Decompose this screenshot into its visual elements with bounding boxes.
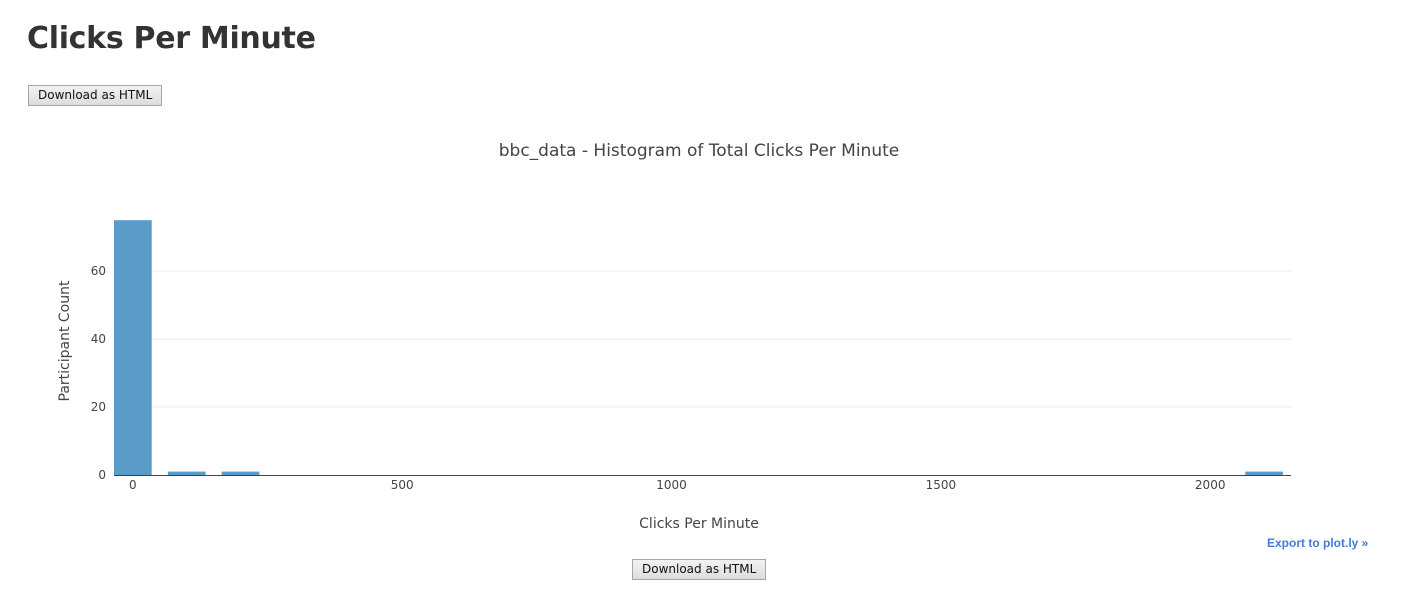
x-tick-label-500: 500 xyxy=(391,478,414,492)
export-to-plotly-link[interactable]: Export to plot.ly » xyxy=(1267,536,1369,550)
x-tick-label-2000: 2000 xyxy=(1195,478,1226,492)
download-html-button-bottom[interactable]: Download as HTML xyxy=(632,559,767,580)
page-title: Clicks Per Minute xyxy=(27,21,316,56)
x-axis-title: Clicks Per Minute xyxy=(639,516,759,532)
chart-title: bbc_data - Histogram of Total Clicks Per… xyxy=(499,141,899,161)
y-tick-labels: 0 20 40 60 xyxy=(91,264,106,482)
grid-lines xyxy=(114,270,1291,408)
y-tick-label-20: 20 xyxy=(91,400,106,414)
y-tick-label-60: 60 xyxy=(91,264,106,278)
y-tick-label-0: 0 xyxy=(98,468,106,482)
x-tick-label-0: 0 xyxy=(129,478,137,492)
histogram-bars xyxy=(114,220,1283,475)
x-tick-labels: 0 500 1000 1500 2000 xyxy=(129,478,1225,492)
histogram-bar-3[interactable] xyxy=(1245,471,1283,475)
x-tick-label-1000: 1000 xyxy=(656,478,687,492)
histogram-bar-0[interactable] xyxy=(114,220,152,475)
x-tick-label-1500: 1500 xyxy=(926,478,957,492)
histogram-bar-2[interactable] xyxy=(221,471,260,475)
histogram-chart: 0 500 1000 1500 2000 0 20 40 60 bbc_data - Hist… xyxy=(57,141,1291,532)
y-axis-title: Participant Count xyxy=(57,280,73,401)
histogram-bar-1[interactable] xyxy=(167,471,206,475)
y-tick-label-40: 40 xyxy=(91,332,106,346)
download-html-button-top[interactable]: Download as HTML xyxy=(28,85,163,106)
